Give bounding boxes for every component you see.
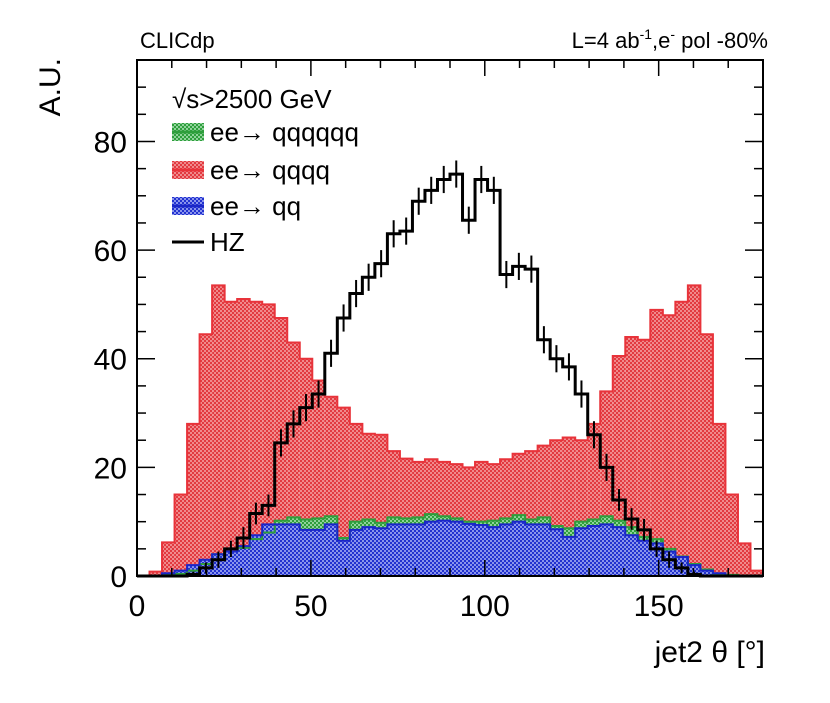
qq-bin-21: [399, 524, 413, 576]
y-tick-label: 20: [94, 452, 127, 485]
qqqq-bin-48: [737, 543, 751, 576]
beam-text: ,e: [652, 28, 670, 53]
qqqq-bin-41: [650, 309, 663, 576]
x-tick-label: 100: [460, 590, 510, 623]
qqqq-bin-3: [174, 494, 188, 576]
axis-tick-labels: 0 50 100 150 0 20 40 60 80: [94, 126, 684, 623]
legend: √s>2500 GeV ee→ qqqqqq ee→ qqqq ee→ qq H…: [172, 84, 359, 257]
qq-bin-33: [550, 529, 563, 576]
qq-bin-35: [575, 528, 588, 576]
qqqq-bin-46: [712, 423, 726, 576]
qqqq-bin-1: [149, 571, 163, 576]
qq-bin-31: [525, 524, 538, 576]
qqqq-bin-43: [675, 301, 688, 576]
qq-bin-12: [287, 524, 300, 576]
y-tick-label: 60: [94, 235, 127, 268]
legend-header-text: s>2500 GeV: [186, 84, 332, 114]
luminosity-label: L=4 ab-1,e- pol -80%: [572, 26, 768, 53]
qq-bin-9: [249, 535, 263, 576]
qq-bin-45: [700, 570, 713, 576]
qq-bin-23: [424, 521, 438, 576]
qq-bin-28: [487, 527, 501, 576]
qq-bin-34: [562, 536, 576, 576]
legend-label-qqqq: ee→ qqqq: [210, 155, 330, 185]
histogram-outlines: [137, 160, 764, 578]
qq-bin-11: [274, 524, 288, 576]
qqqq-bin-6: [212, 285, 225, 576]
qq-bin-39: [625, 535, 638, 576]
qq-bin-22: [412, 524, 425, 576]
qqqq-bin-2: [162, 542, 175, 576]
qq-bin-26: [462, 523, 476, 576]
qq-bin-19: [374, 528, 388, 576]
qqqq-bin-44: [687, 285, 701, 576]
x-axis-title: jet2 θ [°]: [654, 636, 765, 669]
qqqq-bin-49: [750, 570, 763, 576]
y-tick-label: 80: [94, 126, 127, 159]
qq-bin-40: [637, 540, 651, 576]
pol-text: pol -80%: [675, 28, 768, 53]
qqqq-bin-42: [662, 315, 676, 576]
qq-bin-7: [224, 551, 238, 576]
qq-bin-13: [299, 529, 313, 576]
qqqq-bin-4: [187, 423, 200, 576]
qqqq-outline: [137, 284, 764, 577]
qq-bin-17: [349, 529, 363, 576]
qq-bin-18: [362, 527, 375, 576]
x-tick-label: 150: [634, 590, 684, 623]
qqqq-bin-16: [337, 407, 350, 576]
qq-bin-14: [312, 529, 325, 576]
legend-label-hz: HZ: [210, 227, 245, 257]
axis-ticks: [136, 59, 764, 577]
qqqq-bin-8: [237, 298, 250, 576]
legend-label-qq: ee→ qq: [210, 191, 301, 221]
qq-bin-15: [324, 524, 338, 576]
x-tick-label: 0: [129, 590, 146, 623]
qqqq-bin-40: [637, 339, 651, 576]
qqqq-bin-39: [625, 337, 638, 576]
qqqqqq-outline: [137, 513, 763, 577]
qq-bin-16: [337, 540, 350, 576]
qq-bin-24: [437, 520, 450, 576]
sqrt-symbol: √: [172, 84, 187, 114]
qq-bin-32: [537, 524, 551, 576]
qq-bin-41: [650, 543, 663, 576]
qqqq-bin-10: [262, 304, 275, 576]
qq-bin-20: [387, 524, 400, 576]
y-tick-label: 0: [110, 561, 127, 594]
qq-bin-27: [475, 524, 488, 576]
qq-bin-30: [512, 521, 526, 576]
lumi-text: L=4 ab: [572, 28, 640, 53]
y-axis-title: A.U.: [34, 58, 67, 116]
qq-bin-10: [262, 524, 275, 576]
histogram-fills: [149, 285, 763, 576]
hz-error-bars: [192, 160, 696, 576]
qq-bin-8: [237, 546, 250, 576]
lumi-exponent: -1: [640, 26, 653, 42]
qqqq-bin-9: [249, 301, 263, 576]
qqqq-bin-45: [700, 334, 713, 576]
qqqq-bin-5: [199, 334, 213, 576]
beam-exponent: -: [670, 26, 675, 42]
clicdp-label: CLICdp: [140, 28, 215, 53]
qq-bin-25: [450, 521, 463, 576]
qqqq-bin-7: [224, 301, 238, 576]
hz-step-line: [137, 172, 763, 578]
qq-bin-37: [600, 524, 613, 576]
y-tick-label: 40: [94, 344, 127, 377]
qq-bin-38: [612, 527, 626, 576]
x-tick-label: 50: [294, 590, 327, 623]
qqqq-bin-47: [725, 494, 738, 576]
legend-header: √s>2500 GeV: [172, 84, 332, 114]
legend-label-qqqqqq: ee→ qqqqqq: [210, 117, 359, 147]
qq-bin-36: [587, 526, 601, 576]
qq-bin-29: [500, 524, 513, 576]
